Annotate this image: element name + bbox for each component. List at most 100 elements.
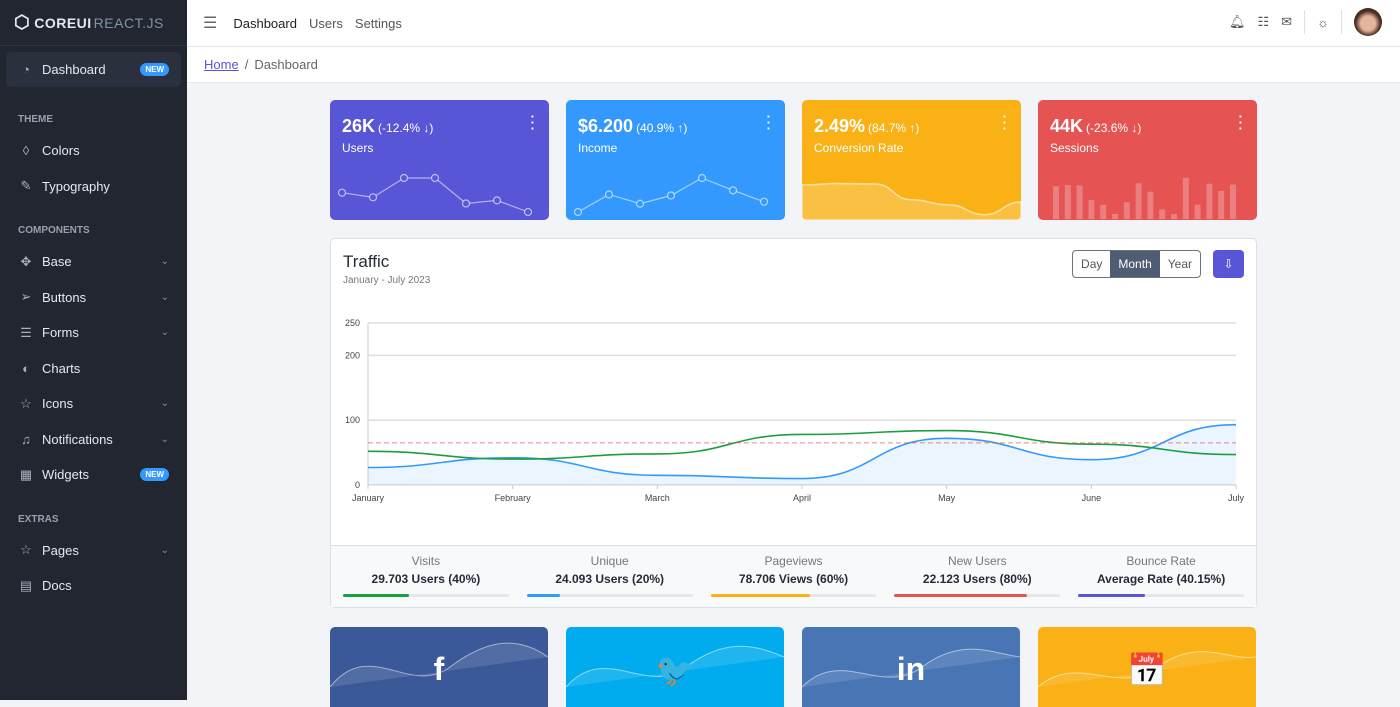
widget-value: 44K [1050, 116, 1084, 136]
sidebar-item-label: Buttons [42, 289, 87, 305]
traffic-title: Traffic [343, 252, 390, 271]
divider [1304, 10, 1306, 34]
sidebar-item-docs[interactable]: ▤ Docs [0, 568, 187, 604]
sidebar-item-icons[interactable]: ☆ Icons ⌄ [0, 386, 187, 422]
sparkline-point [461, 199, 471, 208]
period-month-button[interactable]: Month [1110, 251, 1160, 277]
sidebar-item-label: Icons [42, 396, 74, 412]
header-link-dashboard[interactable]: Dashboard [233, 15, 297, 31]
x-tick-label: April [793, 493, 811, 503]
x-tick-label: June [1082, 493, 1102, 503]
traffic-card: Traffic January - July 2023 Day Month Ye… [330, 238, 1257, 608]
download-button[interactable]: ⇩ [1213, 250, 1244, 278]
traffic-stats: Visits 29.703 Users (40%) Unique 24.093 Use… [331, 545, 1256, 607]
sidebar-item-forms[interactable]: ☰ Forms ⌄ [0, 315, 187, 351]
sidebar-item-pages[interactable]: ☆ Pages ⌄ [0, 533, 187, 569]
widget-sparkline [1053, 177, 1236, 219]
logo-icon: ⬡ [14, 12, 31, 32]
sidebar-item-charts[interactable]: ◐ Charts [0, 351, 187, 387]
chevron-down-icon[interactable]: ⌄ [160, 256, 169, 268]
stat-value: Average Rate (40.15%) [1096, 572, 1226, 586]
new-badge: NEW [140, 468, 169, 482]
avatar[interactable] [1354, 8, 1382, 36]
sparkline-point [728, 186, 738, 195]
sparkline-point [430, 173, 440, 183]
widget-change: (40.9% ↑) [636, 121, 688, 135]
chevron-down-icon[interactable]: ⌄ [160, 544, 169, 556]
chevron-down-icon[interactable]: ⌄ [160, 291, 169, 303]
sparkline-point [368, 193, 378, 202]
social-card-calendar: 📅 [1038, 627, 1256, 707]
more-options-icon[interactable]: · · · [1002, 109, 1007, 136]
sidebar: ⬡ COREUI REACT.JS ◔ Dashboard NEW THEME ◊ Colo… [0, 0, 187, 700]
more-options-icon[interactable]: · · · [530, 109, 535, 136]
sidebar-item-dashboard[interactable]: ◔ Dashboard NEW [6, 52, 181, 87]
sidebar-item-label: Typography [42, 178, 110, 194]
more-options-icon[interactable]: · · · [766, 109, 771, 136]
sun-icon[interactable]: ☼ [1317, 14, 1329, 30]
sidebar-item-buttons[interactable]: ➢ Buttons ⌄ [0, 280, 187, 316]
pencil-icon: ✎ [20, 178, 32, 194]
brand-logo[interactable]: ⬡ COREUI REACT.JS [0, 0, 187, 46]
sparkline-bar [1064, 184, 1071, 219]
widget-income: $6.200 (40.9% ↑) Income · · · [566, 100, 785, 220]
stat-title: New Users [947, 554, 1007, 568]
stat-progress [1078, 594, 1244, 597]
widget-value: $6.200 [578, 116, 634, 136]
sparkline-bar [1218, 190, 1225, 219]
chevron-down-icon[interactable]: ⌄ [160, 433, 169, 445]
header-link-users[interactable]: Users [308, 15, 343, 31]
sparkline-point [337, 188, 347, 197]
sparkline-bar [1182, 177, 1189, 219]
series-line-current [367, 423, 1237, 480]
sparkline-point [759, 197, 769, 206]
sparkline-bar [1053, 186, 1059, 219]
social-card-linkedin: in [802, 627, 1020, 707]
envelope-open-icon[interactable]: ✉ [1281, 14, 1293, 29]
sidebar-item-notifications[interactable]: ♫ Notifications ⌄ [0, 422, 187, 458]
sparkline-point [523, 207, 533, 217]
social-card-twitter: 🐦 [566, 627, 784, 707]
widget-label: Conversion Rate [814, 141, 904, 155]
stat-progress [894, 594, 1061, 597]
widget-sparkline [802, 182, 1021, 220]
bell-icon[interactable]: 🔔︎ [1229, 14, 1246, 29]
stat-pageviews: Pageviews 78.706 Views (60%) [710, 546, 877, 607]
nav-section-title: EXTRAS [18, 513, 59, 525]
sidebar-item-base[interactable]: ✥ Base ⌄ [0, 244, 187, 280]
breadcrumb-home[interactable]: Home [204, 57, 239, 72]
y-tick-label: 100 [345, 415, 360, 425]
sidebar-item-colors[interactable]: ◊ Colors [0, 133, 187, 169]
sparkline-point [604, 190, 614, 199]
cloud-download-icon: ⇩ [1223, 257, 1234, 271]
stat-value: 78.706 Views (60%) [738, 572, 849, 586]
sparkline-bar [1112, 213, 1118, 219]
twitter-icon: 🐦 [655, 652, 695, 688]
period-selector: Day Month Year [1072, 250, 1201, 278]
sparkline-bar [1194, 204, 1201, 219]
period-year-button[interactable]: Year [1167, 257, 1192, 271]
sparkline-bar [1088, 200, 1095, 219]
stat-value: 22.123 Users (80%) [922, 572, 1032, 586]
widget-label: Users [342, 141, 374, 155]
stat-title: Unique [590, 554, 629, 568]
stat-title: Bounce Rate [1126, 554, 1196, 568]
series-line-previous [367, 429, 1237, 460]
menu-toggle-icon[interactable]: ☰ [203, 15, 218, 32]
sidebar-item-widgets[interactable]: ▦ Widgets NEW [0, 457, 187, 493]
social-wave [330, 642, 548, 688]
sparkline-bar [1100, 204, 1107, 219]
breadcrumb-current: Dashboard [254, 57, 318, 72]
sparkline-area [802, 182, 1021, 220]
sidebar-item-typography[interactable]: ✎ Typography [0, 169, 187, 205]
more-options-icon[interactable]: · · · [1238, 109, 1243, 136]
header-link-settings[interactable]: Settings [354, 15, 402, 31]
stat-new-users: New Users 22.123 Users (80%) [894, 546, 1061, 607]
widget-value: 2.49% [814, 116, 866, 136]
period-day-button[interactable]: Day [1081, 257, 1103, 271]
widget-value: 26K [342, 116, 376, 136]
list-icon[interactable]: ☷ [1257, 14, 1270, 29]
chevron-down-icon[interactable]: ⌄ [160, 327, 169, 339]
chevron-down-icon[interactable]: ⌄ [160, 398, 169, 410]
sparkline-bar [1230, 184, 1236, 219]
